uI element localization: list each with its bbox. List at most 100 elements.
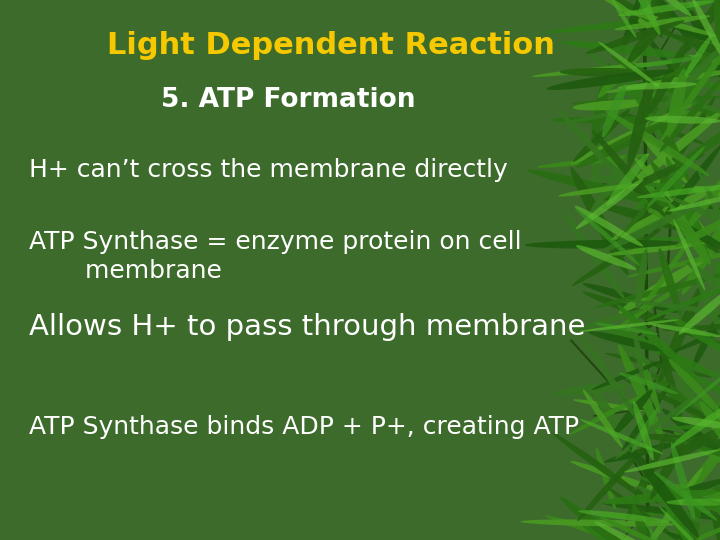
- Polygon shape: [618, 259, 705, 314]
- Polygon shape: [673, 396, 720, 420]
- Polygon shape: [627, 245, 720, 277]
- Polygon shape: [614, 271, 704, 330]
- Polygon shape: [711, 369, 720, 442]
- Polygon shape: [583, 168, 665, 183]
- Polygon shape: [604, 442, 680, 463]
- Polygon shape: [642, 510, 720, 540]
- Polygon shape: [599, 516, 673, 540]
- Polygon shape: [633, 56, 702, 68]
- Polygon shape: [560, 497, 635, 540]
- Polygon shape: [611, 55, 720, 125]
- Polygon shape: [680, 0, 720, 13]
- Polygon shape: [662, 529, 720, 540]
- Polygon shape: [618, 0, 681, 2]
- Polygon shape: [602, 84, 626, 138]
- Polygon shape: [570, 167, 629, 275]
- Polygon shape: [660, 345, 684, 428]
- Polygon shape: [649, 39, 689, 114]
- Polygon shape: [582, 525, 665, 540]
- Polygon shape: [650, 16, 720, 73]
- Polygon shape: [678, 377, 711, 439]
- Polygon shape: [683, 0, 720, 53]
- Polygon shape: [597, 203, 708, 235]
- Polygon shape: [641, 434, 720, 447]
- Polygon shape: [678, 286, 720, 335]
- Polygon shape: [671, 442, 695, 519]
- Polygon shape: [707, 489, 720, 540]
- Polygon shape: [633, 326, 644, 381]
- Polygon shape: [714, 0, 720, 57]
- Polygon shape: [680, 370, 720, 413]
- Polygon shape: [682, 219, 720, 295]
- Polygon shape: [590, 383, 623, 435]
- Polygon shape: [672, 221, 720, 260]
- Polygon shape: [645, 116, 720, 124]
- Polygon shape: [562, 212, 625, 299]
- Polygon shape: [590, 103, 618, 188]
- Polygon shape: [578, 510, 670, 523]
- Polygon shape: [605, 353, 712, 377]
- Polygon shape: [659, 248, 682, 316]
- Polygon shape: [698, 364, 720, 431]
- Polygon shape: [649, 323, 720, 337]
- Polygon shape: [606, 486, 680, 540]
- Polygon shape: [617, 8, 717, 36]
- Polygon shape: [685, 168, 720, 230]
- Polygon shape: [673, 431, 720, 489]
- Polygon shape: [659, 497, 720, 510]
- Polygon shape: [626, 433, 668, 522]
- Polygon shape: [591, 63, 611, 144]
- Polygon shape: [575, 206, 643, 247]
- Polygon shape: [642, 83, 690, 183]
- Polygon shape: [660, 96, 716, 185]
- Polygon shape: [604, 154, 705, 200]
- Polygon shape: [666, 72, 720, 103]
- Polygon shape: [580, 320, 679, 332]
- Polygon shape: [608, 242, 706, 255]
- Polygon shape: [666, 157, 711, 267]
- Polygon shape: [636, 485, 703, 523]
- Polygon shape: [634, 514, 720, 540]
- Polygon shape: [592, 359, 665, 390]
- Polygon shape: [667, 69, 687, 138]
- Polygon shape: [667, 192, 720, 212]
- Polygon shape: [674, 484, 720, 516]
- Polygon shape: [639, 0, 667, 14]
- Polygon shape: [669, 196, 720, 247]
- Polygon shape: [545, 17, 690, 33]
- Polygon shape: [644, 468, 703, 540]
- Polygon shape: [553, 433, 647, 501]
- Polygon shape: [571, 96, 720, 105]
- Polygon shape: [698, 433, 720, 518]
- Polygon shape: [621, 384, 670, 451]
- Text: Light Dependent Reaction: Light Dependent Reaction: [107, 31, 555, 60]
- Text: 5. ATP Formation: 5. ATP Formation: [161, 87, 415, 113]
- Polygon shape: [598, 30, 657, 98]
- Polygon shape: [626, 76, 662, 137]
- Polygon shape: [672, 111, 720, 120]
- Polygon shape: [595, 323, 659, 335]
- Polygon shape: [606, 153, 649, 206]
- Polygon shape: [582, 292, 720, 345]
- Polygon shape: [605, 69, 720, 93]
- Polygon shape: [665, 532, 720, 540]
- Polygon shape: [600, 71, 719, 117]
- Polygon shape: [706, 0, 720, 79]
- Polygon shape: [572, 229, 662, 286]
- Polygon shape: [659, 282, 703, 382]
- Polygon shape: [592, 130, 667, 219]
- Polygon shape: [663, 70, 683, 148]
- Polygon shape: [666, 498, 720, 506]
- Polygon shape: [649, 0, 663, 38]
- Polygon shape: [686, 261, 720, 312]
- Polygon shape: [637, 184, 720, 198]
- Polygon shape: [669, 316, 720, 356]
- Polygon shape: [663, 321, 720, 331]
- Text: ATP Synthase binds ADP + P+, creating ATP: ATP Synthase binds ADP + P+, creating AT…: [29, 415, 579, 438]
- Polygon shape: [621, 109, 720, 193]
- Polygon shape: [647, 146, 705, 207]
- Polygon shape: [602, 490, 718, 504]
- Polygon shape: [697, 377, 720, 423]
- Polygon shape: [525, 240, 682, 248]
- Polygon shape: [675, 211, 720, 247]
